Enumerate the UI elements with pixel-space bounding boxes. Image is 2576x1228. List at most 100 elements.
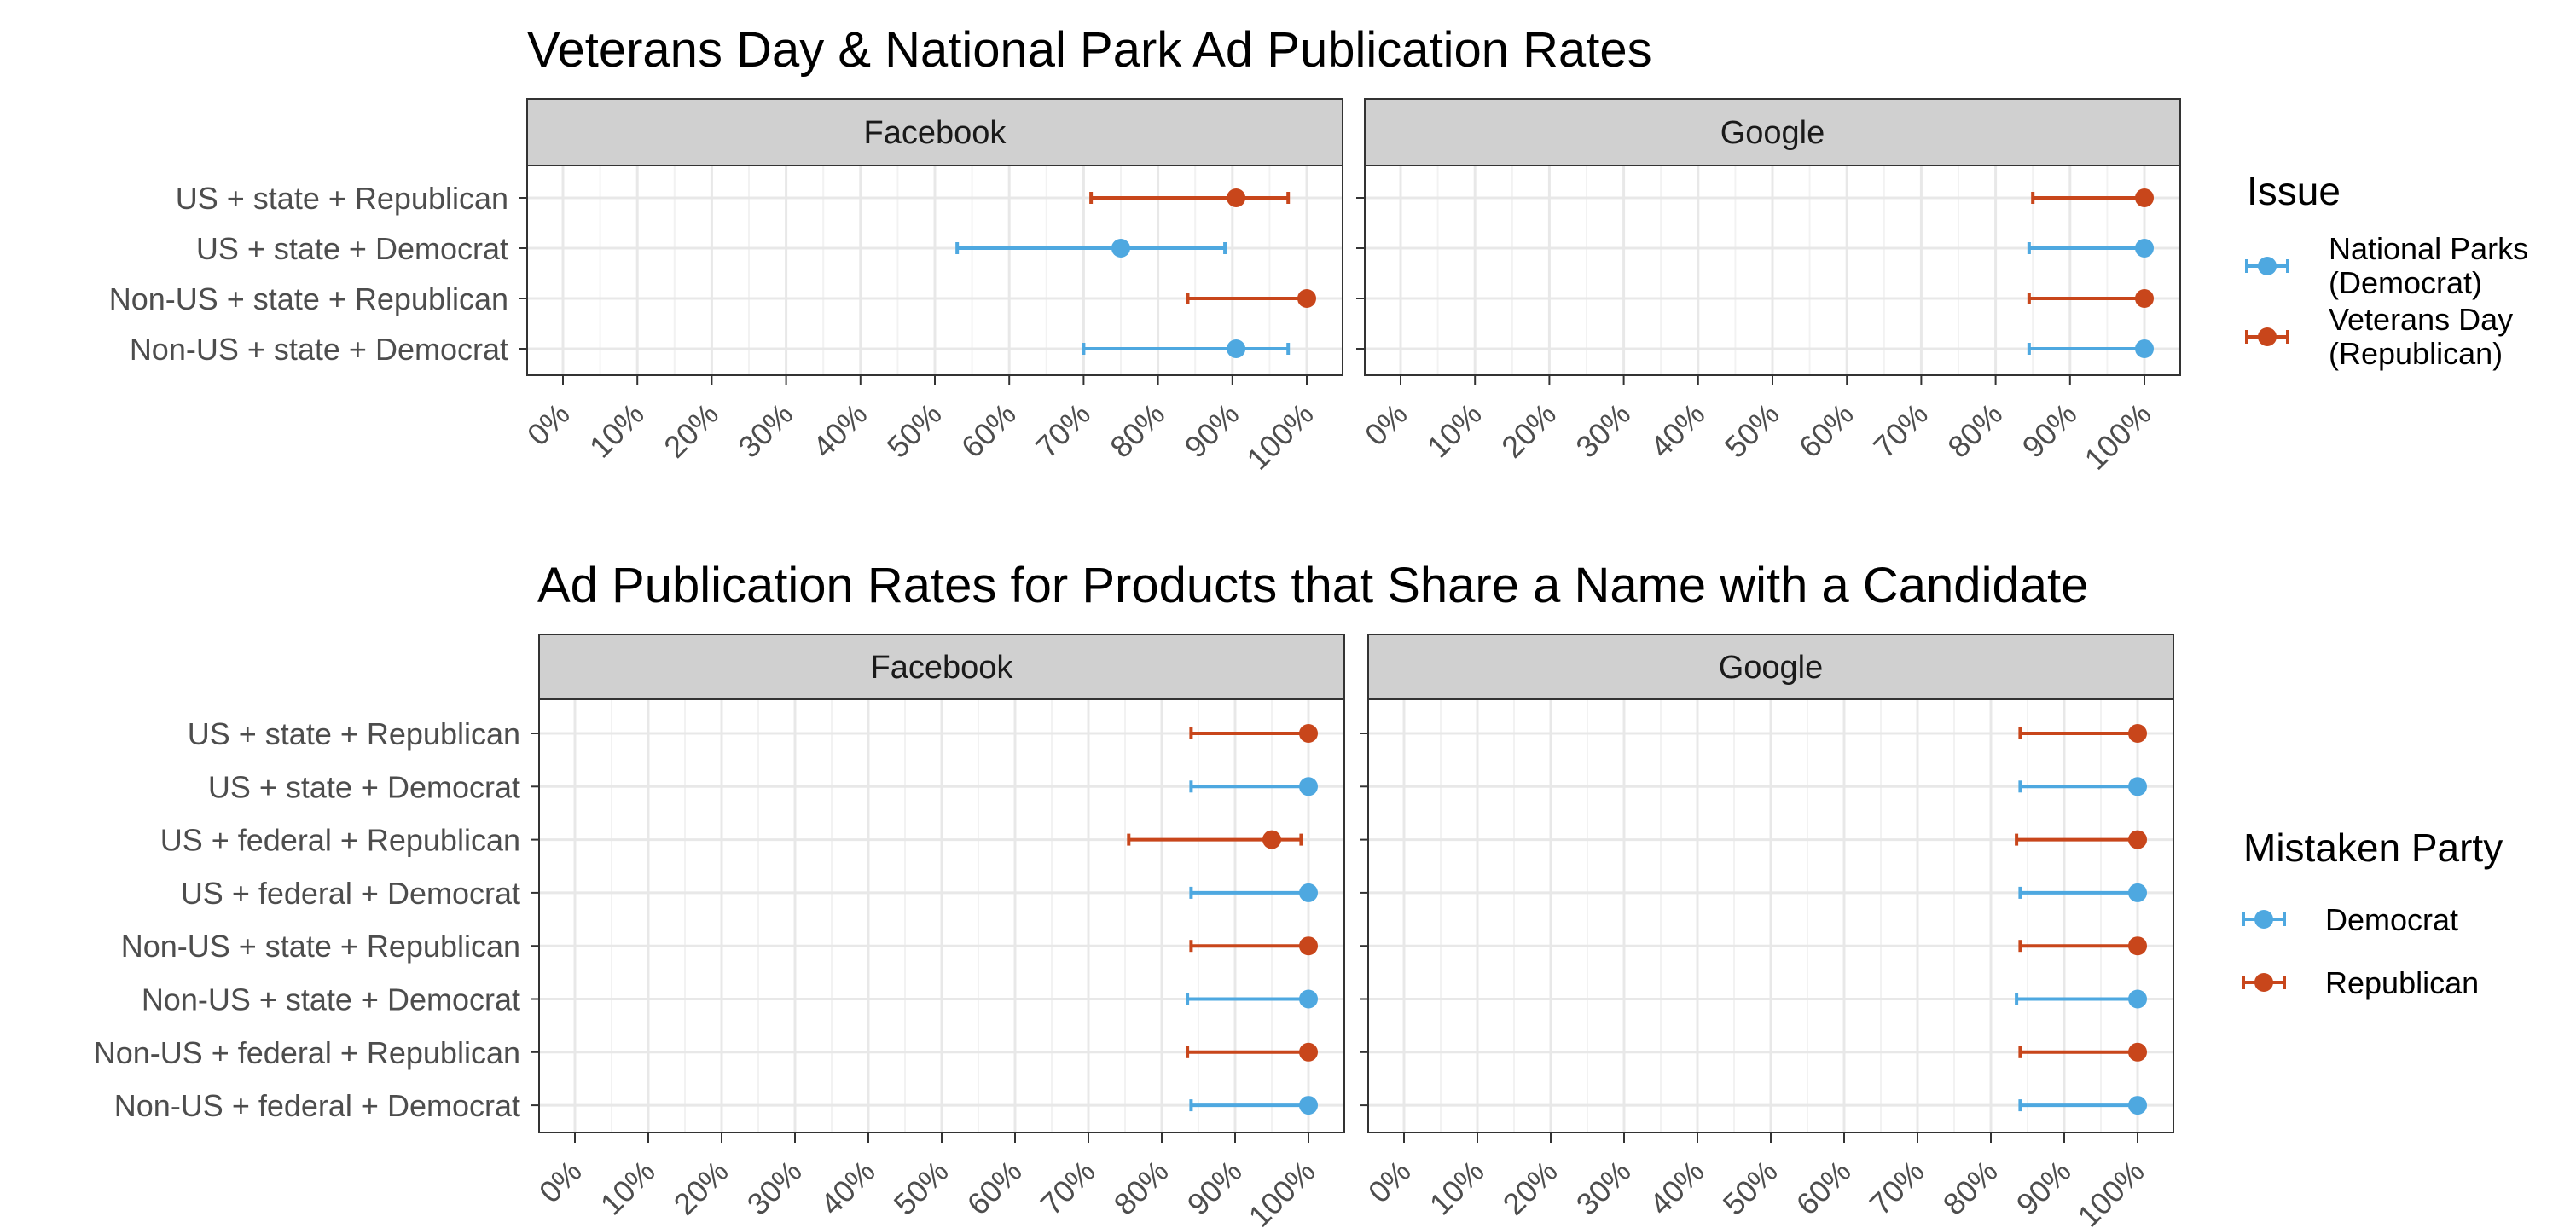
x-tick-label: 20% bbox=[1496, 1154, 1564, 1222]
data-point bbox=[2128, 1096, 2147, 1115]
legend-key bbox=[2242, 910, 2286, 929]
x-tick-label: 100% bbox=[1242, 1154, 1322, 1228]
row-label: Non-US + state + Democrat bbox=[142, 982, 520, 1017]
x-tick-label: 40% bbox=[806, 397, 874, 465]
x-tick-label: 80% bbox=[1941, 397, 2009, 465]
data-point bbox=[1299, 1042, 1318, 1062]
row-label: Non-US + federal + Republican bbox=[94, 1035, 520, 1070]
x-tick-label: 100% bbox=[2071, 1154, 2151, 1228]
chart-1: Ad Publication Rates for Products that S… bbox=[94, 558, 2503, 1228]
data-point bbox=[2128, 830, 2147, 849]
legend-label: (Republican) bbox=[2329, 336, 2503, 371]
data-point bbox=[1297, 289, 1316, 308]
x-tick-label: 40% bbox=[814, 1154, 882, 1222]
panel-google: Google 0% 10% 20% 30% 40% 50% 60% 70% 80% 90%100% bbox=[1360, 634, 2174, 1228]
x-tick-label: 90% bbox=[1181, 1154, 1249, 1222]
x-tick-label: 80% bbox=[1936, 1154, 2005, 1222]
x-tick-label: 30% bbox=[1569, 1154, 1638, 1222]
facet-strip-label: Facebook bbox=[864, 115, 1007, 151]
row-label: US + state + Republican bbox=[188, 716, 520, 751]
x-tick-label: 60% bbox=[1792, 397, 1860, 465]
x-tick-label: 70% bbox=[1034, 1154, 1102, 1222]
facet-strip bbox=[1367, 634, 2174, 700]
row-label: Non-US + state + Republican bbox=[109, 281, 508, 316]
legend-key-point bbox=[2258, 327, 2277, 346]
x-tick-label: 100% bbox=[1240, 397, 1320, 477]
x-tick-label: 70% bbox=[1029, 397, 1097, 465]
x-tick-label: 60% bbox=[954, 397, 1023, 465]
data-point bbox=[2135, 188, 2154, 207]
data-point bbox=[2135, 289, 2154, 308]
x-tick-label: 50% bbox=[1718, 397, 1786, 465]
x-tick-label: 90% bbox=[1178, 397, 1246, 465]
facet-strip-label: Google bbox=[1719, 650, 1824, 686]
legend-label: Democrat bbox=[2325, 902, 2458, 937]
legend-label: National Parks bbox=[2329, 231, 2528, 266]
chart-title: Veterans Day & National Park Ad Publicat… bbox=[527, 22, 1652, 78]
x-tick-label: 60% bbox=[960, 1154, 1029, 1222]
x-tick-label: 20% bbox=[667, 1154, 735, 1222]
data-point bbox=[1227, 339, 1246, 358]
legend-title: Mistaken Party bbox=[2243, 825, 2503, 870]
x-tick-label: 70% bbox=[1863, 1154, 1931, 1222]
row-label: US + state + Republican bbox=[176, 181, 508, 216]
x-tick-label: 10% bbox=[1420, 397, 1488, 465]
chart-0: Veterans Day & National Park Ad Publicat… bbox=[109, 22, 2528, 477]
legend-key bbox=[2245, 327, 2289, 346]
data-point bbox=[1227, 188, 1246, 207]
x-tick-label: 60% bbox=[1790, 1154, 1858, 1222]
x-tick-label: 70% bbox=[1866, 397, 1935, 465]
x-tick-label: 10% bbox=[594, 1154, 662, 1222]
x-tick-label: 30% bbox=[1569, 397, 1637, 465]
data-point bbox=[1299, 989, 1318, 1009]
data-point bbox=[2128, 936, 2147, 956]
data-point bbox=[1299, 883, 1318, 902]
x-tick-label: 50% bbox=[880, 397, 949, 465]
x-tick-label: 20% bbox=[657, 397, 725, 465]
facet-strip bbox=[526, 98, 1343, 166]
panel-facebook: Facebook 0% 10% 20% 30% 40% 50% 60% 70% 80% 90%100… bbox=[531, 634, 1345, 1228]
panel-google: Google 0% 10% 20% 30% 40% 50% 60% 70% 80% 90%100% bbox=[1356, 98, 2181, 477]
legend: Mistaken Party Democrat Republican bbox=[2242, 825, 2503, 1000]
facet-strip-label: Facebook bbox=[871, 650, 1014, 686]
legend-key bbox=[2242, 973, 2286, 992]
row-label: US + federal + Democrat bbox=[181, 876, 520, 911]
row-label: US + state + Democrat bbox=[196, 231, 508, 266]
x-tick-label: 40% bbox=[1643, 1154, 1711, 1222]
x-tick-label: 20% bbox=[1494, 397, 1563, 465]
x-tick-label: 40% bbox=[1644, 397, 1712, 465]
x-tick-label: 50% bbox=[1716, 1154, 1784, 1222]
legend-key-point bbox=[2258, 257, 2277, 275]
row-label: Non-US + federal + Democrat bbox=[114, 1088, 520, 1123]
x-tick-label: 80% bbox=[1107, 1154, 1175, 1222]
x-tick-label: 90% bbox=[2010, 1154, 2078, 1222]
x-tick-label: 10% bbox=[1423, 1154, 1491, 1222]
data-point bbox=[1299, 777, 1318, 796]
data-point bbox=[2128, 883, 2147, 902]
row-label: Non-US + state + Republican bbox=[121, 929, 520, 964]
row-label: US + federal + Republican bbox=[160, 823, 520, 858]
x-tick-label: 10% bbox=[583, 397, 651, 465]
data-point bbox=[2135, 339, 2154, 358]
data-point bbox=[1299, 1096, 1318, 1115]
x-tick-label: 30% bbox=[740, 1154, 809, 1222]
data-point bbox=[2128, 989, 2147, 1009]
row-label: Non-US + state + Democrat bbox=[130, 332, 508, 367]
x-tick-label: 50% bbox=[887, 1154, 955, 1222]
legend-label: Republican bbox=[2325, 965, 2479, 1000]
x-tick-label: 90% bbox=[2016, 397, 2084, 465]
data-point bbox=[1299, 936, 1318, 956]
legend-label: (Democrat) bbox=[2329, 265, 2482, 300]
chart-title: Ad Publication Rates for Products that S… bbox=[537, 558, 2088, 613]
legend-title: Issue bbox=[2247, 169, 2341, 213]
x-tick-label: 30% bbox=[731, 397, 799, 465]
x-tick-label: 0% bbox=[532, 1154, 589, 1210]
x-tick-label: 80% bbox=[1103, 397, 1171, 465]
data-point bbox=[1299, 724, 1318, 743]
legend-label: Veterans Day bbox=[2329, 302, 2513, 337]
legend-key bbox=[2245, 257, 2289, 275]
data-point bbox=[2128, 724, 2147, 743]
legend: Issue National Parks(Democrat)Veterans Da… bbox=[2245, 169, 2528, 371]
data-point bbox=[2128, 1042, 2147, 1062]
